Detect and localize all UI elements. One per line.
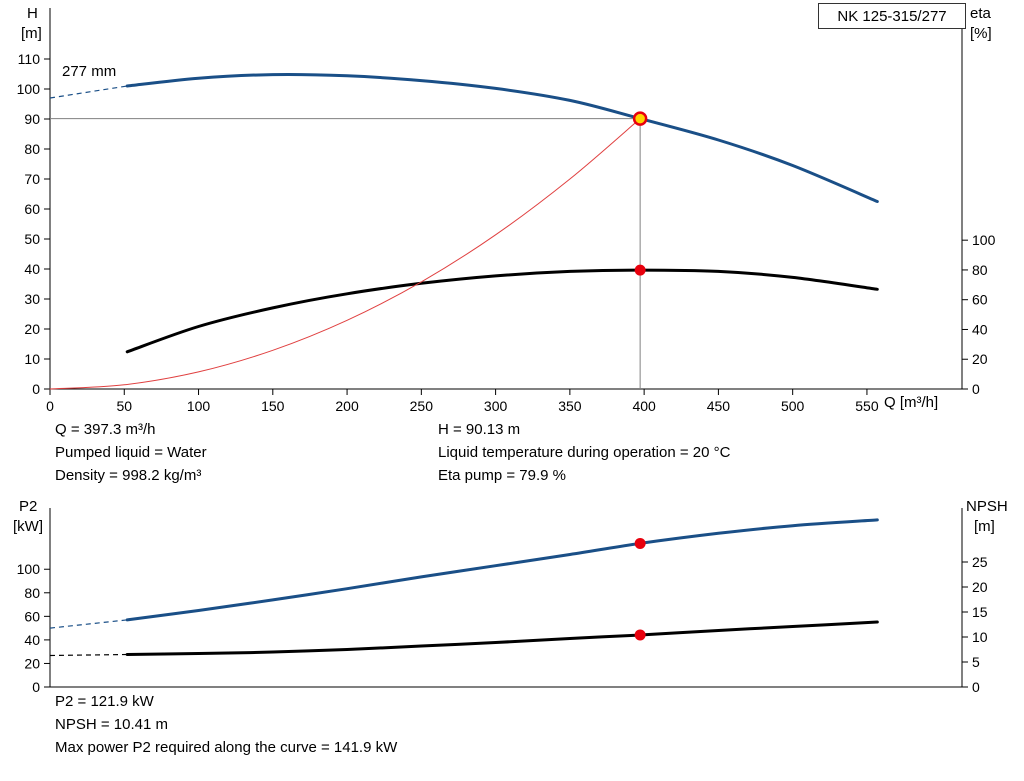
x-tick-label: 500 (781, 398, 805, 414)
npsh-curve (125, 620, 879, 656)
right-tick-label: 10 (972, 629, 988, 645)
x-tick-label: 400 (632, 398, 656, 414)
left-tick-label: 10 (24, 351, 40, 367)
eta-axis-unit: [%] (970, 25, 992, 42)
info-head: H = 90.13 m (438, 421, 521, 438)
info-liquid: Pumped liquid = Water (55, 444, 207, 461)
pump-type-label: NK 125-315/277 (837, 7, 947, 25)
left-tick-label: 60 (24, 608, 40, 624)
x-tick-label: 200 (335, 398, 359, 414)
right-tick-label: 20 (972, 579, 988, 595)
right-tick-label: 25 (972, 554, 988, 570)
info-max-power: Max power P2 required along the curve = … (55, 739, 398, 756)
left-tick-label: 100 (17, 561, 41, 577)
duty-point-p2[interactable] (634, 537, 646, 549)
x-tick-label: 350 (558, 398, 582, 414)
x-tick-label: 300 (484, 398, 508, 414)
npsh-axis-title: NPSH (966, 498, 1008, 515)
x-tick-label: 0 (46, 398, 54, 414)
left-tick-label: 90 (24, 111, 40, 127)
left-tick-label: 70 (24, 171, 40, 187)
left-tick-label: 40 (24, 261, 40, 277)
efficiency-curve (125, 268, 879, 354)
head-curve-277mm-dashed-extension (49, 85, 128, 99)
h-axis-title: H (27, 5, 38, 22)
left-tick-label: 110 (18, 51, 41, 67)
info-temperature: Liquid temperature during operation = 20… (438, 444, 731, 461)
head-curve-277mm (125, 72, 879, 203)
x-tick-label: 450 (707, 398, 731, 414)
x-tick-label: 550 (855, 398, 879, 414)
x-tick-label: 150 (261, 398, 285, 414)
left-tick-label: 20 (24, 321, 40, 337)
p2-axis-title: P2 (19, 498, 38, 515)
x-tick-label: 50 (116, 398, 132, 414)
duty-point-eta[interactable] (634, 264, 646, 276)
npsh-axis-unit: [m] (974, 518, 995, 535)
p2-curve-dashed-extension (49, 619, 128, 629)
h-axis-unit: [m] (21, 25, 42, 42)
impeller-diameter-label: 277 mm (62, 63, 117, 80)
right-tick-label: 20 (972, 351, 988, 367)
right-tick-label: 100 (972, 232, 996, 248)
left-tick-label: 80 (24, 141, 40, 157)
x-tick-label: 250 (410, 398, 434, 414)
right-tick-label: 40 (972, 321, 988, 337)
duty-point-qh[interactable] (632, 111, 648, 126)
eta-axis-title: eta (970, 5, 991, 22)
left-tick-label: 100 (17, 81, 41, 97)
info-flow: Q = 397.3 m³/h (55, 421, 156, 438)
info-eta: Eta pump = 79.9 % (438, 467, 566, 484)
system-curve (49, 118, 641, 390)
left-tick-label: 50 (24, 231, 40, 247)
right-tick-label: 0 (972, 381, 980, 397)
info-density: Density = 998.2 kg/m³ (55, 467, 202, 484)
right-tick-label: 60 (972, 292, 988, 308)
left-tick-label: 20 (24, 655, 40, 671)
right-tick-label: 15 (972, 604, 988, 620)
left-tick-label: 30 (24, 291, 40, 307)
right-tick-label: 80 (972, 262, 988, 278)
p2-curve (125, 518, 879, 622)
info-npsh: NPSH = 10.41 m (55, 716, 168, 733)
q-axis-title: Q [m³/h] (884, 394, 939, 411)
p2-axis-unit: [kW] (13, 518, 43, 535)
left-tick-label: 0 (32, 679, 40, 695)
pump-type-box: NK 125-315/277 (818, 3, 966, 29)
left-tick-label: 40 (24, 632, 40, 648)
left-tick-label: 0 (32, 381, 40, 397)
right-tick-label: 0 (972, 679, 980, 695)
left-tick-label: 60 (24, 201, 40, 217)
right-tick-label: 5 (972, 654, 980, 670)
left-tick-label: 80 (24, 585, 40, 601)
info-p2: P2 = 121.9 kW (55, 693, 154, 710)
duty-point-npsh[interactable] (634, 629, 646, 641)
x-tick-label: 100 (187, 398, 211, 414)
npsh-curve-dashed-extension (49, 653, 128, 657)
